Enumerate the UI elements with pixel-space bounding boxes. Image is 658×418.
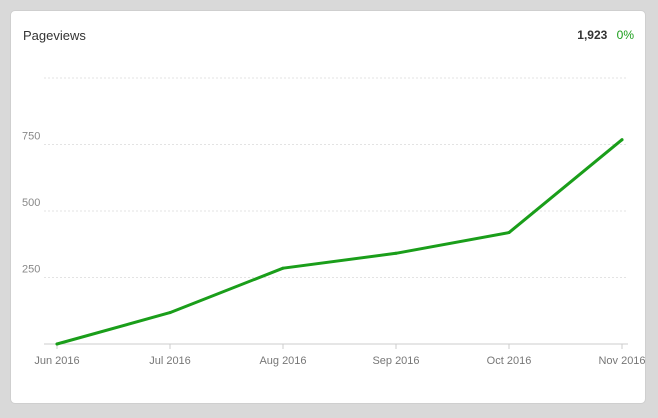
x-tick-label: Aug 2016 [259,355,306,367]
x-tick-label: Sep 2016 [372,355,419,367]
data-point [507,231,511,235]
change-percent: 0% [616,28,634,42]
y-tick-label: 500 [22,197,40,209]
x-tick-label: Jun 2016 [34,355,79,367]
x-tick-label: Nov 2016 [598,355,645,367]
y-tick-label: 750 [22,131,40,143]
total-pageviews: 1,923 [577,28,608,42]
x-tick-label: Jul 2016 [149,355,191,367]
y-tick-label: 250 [22,264,40,276]
x-tick-label: Oct 2016 [487,355,532,367]
data-point [168,311,172,315]
widget-stats: 1,923 0% [577,28,634,42]
data-point [55,342,59,346]
data-point [281,266,285,270]
data-point [394,251,398,255]
pageviews-series-line [55,138,624,346]
widget-title: Pageviews [23,28,86,43]
data-point [620,138,624,142]
